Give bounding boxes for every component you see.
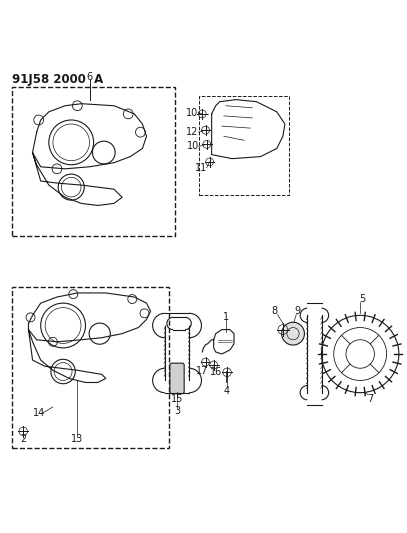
Text: 15: 15 [171,394,183,404]
Text: 11: 11 [195,163,208,173]
Text: 12: 12 [186,127,198,137]
Text: 6: 6 [86,72,93,82]
Text: 5: 5 [359,294,365,304]
Text: 91J58 2000  A: 91J58 2000 A [12,73,103,86]
Text: 16: 16 [210,367,222,377]
Text: 4: 4 [224,386,230,395]
Text: 13: 13 [71,434,83,445]
Text: 2: 2 [20,434,26,445]
Text: 8: 8 [271,306,278,316]
Bar [12,287,169,448]
Text: 17: 17 [196,366,208,376]
Text: 1: 1 [223,312,229,322]
Bar [12,87,175,236]
Bar [199,95,289,195]
Circle shape [282,322,304,345]
Text: 10: 10 [186,108,198,118]
Text: 10: 10 [187,141,199,151]
Text: 7: 7 [367,394,374,404]
Text: 9: 9 [294,306,300,316]
Text: 3: 3 [174,406,180,416]
FancyBboxPatch shape [170,363,184,394]
Text: 14: 14 [33,408,45,418]
